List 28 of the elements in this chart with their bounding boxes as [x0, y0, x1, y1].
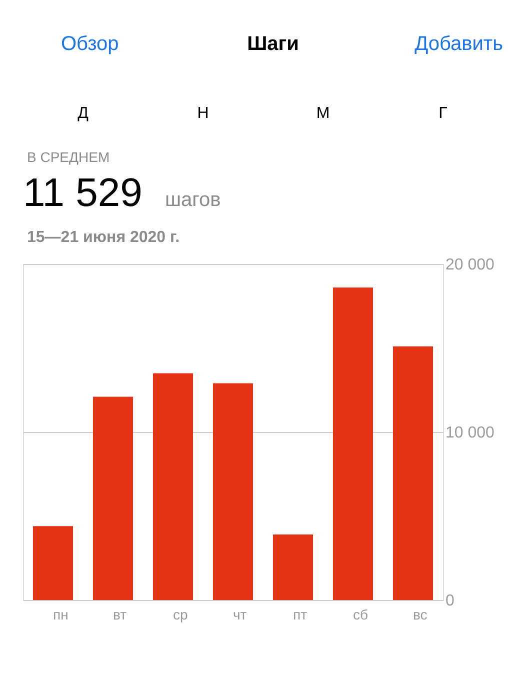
y-tick-label: 10 000	[446, 424, 495, 442]
text: 11 529	[23, 171, 142, 215]
x-tick-label: вс	[413, 606, 428, 622]
x-tick-label: чт	[233, 606, 248, 622]
bar	[333, 288, 373, 600]
bar	[93, 396, 133, 600]
x-tick-label: пт	[293, 606, 308, 622]
y-tick-label: 0	[446, 592, 454, 610]
bar	[33, 526, 73, 600]
text: 15—21 июня 2020 г.	[27, 229, 180, 246]
bar	[213, 383, 253, 600]
text: Н	[197, 105, 209, 122]
bar	[393, 346, 433, 600]
text: М	[316, 105, 330, 122]
x-tick-label: сб	[353, 606, 368, 622]
text: Обзор	[61, 33, 119, 55]
y-tick-label: 20 000	[446, 256, 495, 274]
text: Добавить	[414, 33, 503, 55]
chart-title: Шаги	[247, 33, 299, 55]
text: Г	[438, 105, 448, 122]
x-tick-label: пн	[53, 606, 68, 622]
x-tick-label: вт	[113, 606, 128, 622]
x-tick-label: ср	[173, 606, 188, 622]
text: В СРЕДНЕМ	[27, 149, 110, 165]
bar	[153, 373, 193, 600]
bar	[273, 534, 313, 600]
text: шагов	[165, 189, 221, 211]
text: Д	[78, 105, 89, 122]
